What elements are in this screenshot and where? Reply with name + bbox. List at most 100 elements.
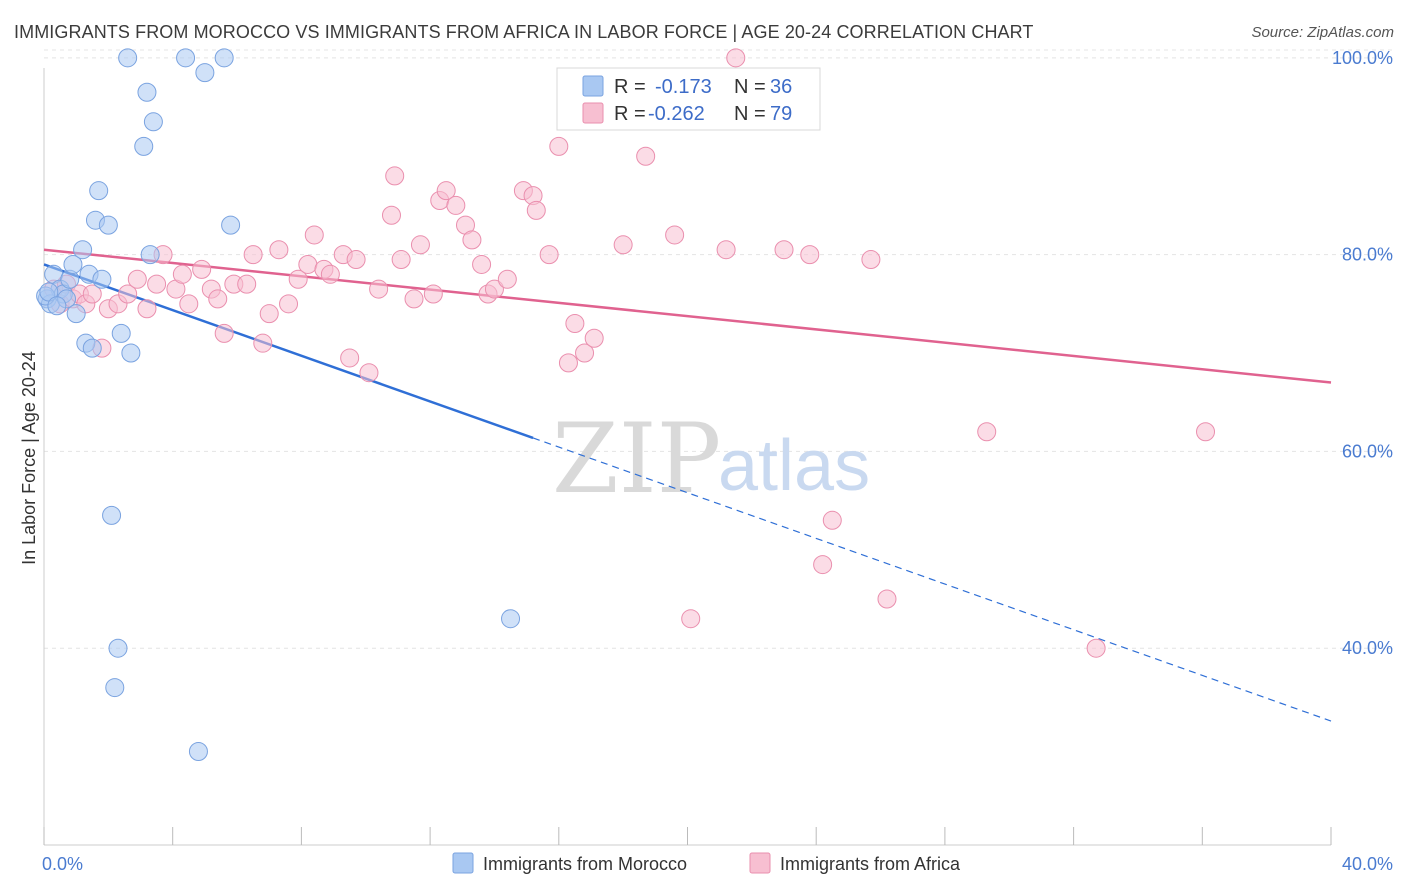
- point-africa: [288, 269, 308, 289]
- point-africa: [584, 328, 604, 348]
- point-africa: [472, 254, 492, 274]
- point-morocco: [214, 48, 234, 68]
- point-africa: [137, 299, 157, 319]
- point-morocco: [89, 181, 109, 201]
- point-africa: [681, 609, 701, 629]
- point-morocco: [188, 742, 208, 762]
- stats-swatch-morocco: [582, 75, 604, 97]
- point-africa: [127, 269, 147, 289]
- point-africa: [436, 181, 456, 201]
- trendline-solid-1: [43, 248, 1332, 384]
- point-africa: [279, 294, 299, 314]
- point-africa: [726, 48, 746, 68]
- point-africa: [526, 200, 546, 220]
- point-africa: [446, 195, 466, 215]
- point-africa: [243, 245, 263, 265]
- point-morocco: [102, 505, 122, 525]
- point-morocco: [73, 240, 93, 260]
- stats-n-label-morocco: N =: [734, 76, 766, 98]
- grid-lines: [44, 49, 1393, 649]
- watermark-atlas: atlas: [718, 426, 870, 506]
- point-africa: [1196, 422, 1216, 442]
- point-africa: [346, 250, 366, 270]
- y-tick-label: 40.0%: [1342, 638, 1393, 658]
- point-africa: [822, 510, 842, 530]
- point-africa: [716, 240, 736, 260]
- point-africa: [636, 146, 656, 166]
- x-tick-labels: 0.0% 40.0%: [42, 854, 1393, 874]
- point-africa: [214, 323, 234, 343]
- point-morocco: [134, 136, 154, 156]
- x-tick-label: 0.0%: [42, 854, 83, 874]
- axes: [43, 68, 1332, 846]
- y-tick-labels: 40.0% 60.0% 80.0% 100.0%: [1332, 48, 1393, 658]
- point-morocco: [105, 678, 125, 698]
- point-morocco: [221, 215, 241, 235]
- point-africa: [253, 333, 273, 353]
- point-africa: [665, 225, 685, 245]
- watermark: ZIP atlas: [552, 403, 870, 515]
- watermark-zip: ZIP: [552, 403, 721, 515]
- point-africa: [861, 250, 881, 270]
- stats-r-label-morocco: R =: [614, 76, 646, 98]
- point-morocco: [63, 254, 83, 274]
- point-morocco: [98, 215, 118, 235]
- point-morocco: [111, 323, 131, 343]
- stats-n-value-africa: 79: [770, 103, 792, 125]
- point-africa: [484, 279, 504, 299]
- point-africa: [423, 284, 443, 304]
- stats-n-label-africa: N =: [734, 103, 766, 125]
- stats-r-value-africa: -0.262: [648, 103, 705, 125]
- legend-label-africa: Immigrants from Africa: [780, 854, 961, 874]
- point-africa: [192, 259, 212, 279]
- point-africa: [391, 250, 411, 270]
- legend-swatch-africa: [749, 852, 771, 874]
- point-africa: [320, 264, 340, 284]
- point-africa: [877, 589, 897, 609]
- point-morocco: [121, 343, 141, 363]
- y-axis-label: In Labor Force | Age 20-24: [19, 351, 39, 565]
- point-morocco: [501, 609, 521, 629]
- point-morocco: [195, 63, 215, 83]
- point-morocco: [176, 48, 196, 68]
- stats-r-value-morocco: -0.173: [655, 76, 712, 98]
- point-africa: [237, 274, 257, 294]
- point-morocco: [47, 296, 67, 316]
- stats-r-label-africa: R =: [614, 103, 646, 125]
- point-morocco: [140, 245, 160, 265]
- point-africa: [462, 230, 482, 250]
- point-africa: [813, 555, 833, 575]
- point-africa: [298, 254, 318, 274]
- legend-label-morocco: Immigrants from Morocco: [483, 854, 687, 874]
- point-africa: [565, 314, 585, 334]
- stats-legend: R = -0.173 N = 36 R = -0.262 N = 79: [556, 67, 821, 131]
- point-africa: [269, 240, 289, 260]
- point-morocco: [137, 82, 157, 102]
- point-africa: [613, 235, 633, 255]
- x-tick-label: 40.0%: [1342, 854, 1393, 874]
- stats-n-value-morocco: 36: [770, 76, 792, 98]
- point-morocco: [118, 48, 138, 68]
- point-morocco: [66, 304, 86, 324]
- point-africa: [359, 363, 379, 383]
- point-africa: [381, 205, 401, 225]
- point-africa: [208, 289, 228, 309]
- y-tick-label: 60.0%: [1342, 441, 1393, 461]
- point-africa: [575, 343, 595, 363]
- point-africa: [304, 225, 324, 245]
- point-africa: [340, 348, 360, 368]
- point-morocco: [143, 112, 163, 132]
- point-africa: [539, 245, 559, 265]
- point-morocco: [108, 638, 128, 658]
- data-points: [36, 48, 1216, 762]
- stats-swatch-africa: [582, 102, 604, 124]
- point-africa: [497, 269, 517, 289]
- source-credit: Source: ZipAtlas.com: [1251, 24, 1394, 41]
- y-tick-label: 100.0%: [1332, 48, 1393, 68]
- chart-title: IMMIGRANTS FROM MOROCCO VS IMMIGRANTS FR…: [14, 22, 1034, 42]
- series-legend: Immigrants from Morocco Immigrants from …: [452, 852, 961, 874]
- point-africa: [410, 235, 430, 255]
- point-africa: [800, 245, 820, 265]
- point-africa: [1086, 638, 1106, 658]
